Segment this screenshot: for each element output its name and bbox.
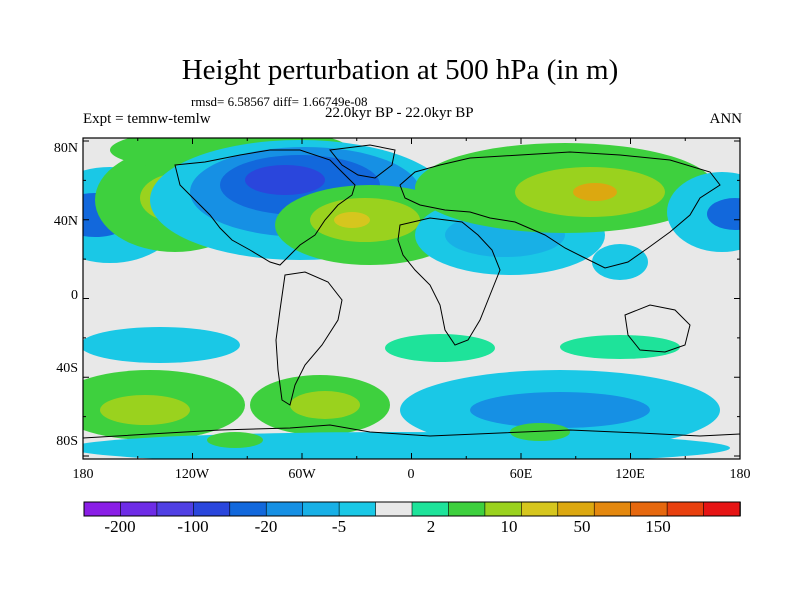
period-label: 22.0kyr BP - 22.0kyr BP xyxy=(325,105,474,121)
coastline-eurasia xyxy=(399,151,721,269)
lon-label-180w: 180 xyxy=(72,467,94,482)
lon-label-120w: 120W xyxy=(174,467,210,482)
lat-label-40s: 40S xyxy=(56,361,78,376)
colorbar-cell xyxy=(193,501,231,517)
colorbar-cell xyxy=(120,501,158,517)
coastlines xyxy=(83,144,740,439)
colorbar-frame xyxy=(83,501,741,517)
contour-yellowgreen-south-pacific xyxy=(100,395,190,425)
lat-label-80s: 80S xyxy=(56,434,78,449)
colorbar-label-8: 150 xyxy=(645,517,671,536)
colorbar-cell xyxy=(229,501,268,517)
colorbar-cell xyxy=(448,501,486,517)
lat-label-40n: 40N xyxy=(53,214,78,229)
lat-label-equator: 0 xyxy=(71,288,78,303)
season-label: ANN xyxy=(709,111,743,127)
colorbar-label-5: 2 xyxy=(426,517,436,536)
contour-teal-south-atlantic xyxy=(385,334,495,362)
coastline-south-america xyxy=(275,271,343,406)
coastline-antarctica xyxy=(83,424,740,439)
coastline-greenland xyxy=(329,144,396,179)
contour-teal-indian-ocean xyxy=(560,335,680,359)
coastline-australia xyxy=(624,304,691,353)
contour-cyan-east-pacific xyxy=(667,172,740,252)
coastline-africa xyxy=(397,217,501,346)
contour-blue-east-pacific xyxy=(707,198,740,230)
colorbar-cell xyxy=(666,501,705,517)
contour-green-antarctica-west xyxy=(207,432,263,448)
colorbar-cell xyxy=(521,501,559,517)
colorbar-label-1: -200 xyxy=(104,517,136,536)
colorbar-label-2: -100 xyxy=(177,517,209,536)
colorbar-cell xyxy=(630,501,668,517)
lon-label-0: 0 xyxy=(407,467,415,482)
contour-yellow-arctic-eurasia xyxy=(573,183,617,201)
coastline-north-america xyxy=(174,149,356,266)
colorbar-cell xyxy=(265,501,304,517)
experiment-label: Expt = temnw-temlw xyxy=(83,111,211,127)
axis-ticks xyxy=(82,138,741,459)
contour-green-antarctica-east xyxy=(510,423,570,441)
contour-cyan-east-asia xyxy=(592,244,648,280)
contour-midblue-southern-ocean xyxy=(470,392,650,428)
colorbar-label-3: -20 xyxy=(254,517,278,536)
colorbar-label-6: 10 xyxy=(500,517,518,536)
colorbar-cell xyxy=(484,501,523,517)
colorbar-cell xyxy=(302,501,340,517)
lon-label-60w: 60W xyxy=(288,467,316,482)
colorbar-cell xyxy=(703,501,741,517)
contour-yellow-north-atlantic xyxy=(334,212,370,228)
colorbar-cell xyxy=(156,501,195,517)
colorbar-cell xyxy=(593,501,632,517)
colorbar-label-4: -5 xyxy=(331,517,347,536)
colorbar-cell xyxy=(338,501,377,517)
lon-label-120e: 120E xyxy=(615,467,645,482)
colorbar-cell xyxy=(411,501,450,517)
stats-subtitle: rmsd= 6.58567 diff= 1.66749e-08 xyxy=(191,94,368,109)
lon-label-180e: 180 xyxy=(729,467,751,482)
colorbar-label-7: 50 xyxy=(573,517,591,536)
contour-cyan-south-pacific xyxy=(83,327,240,363)
colorbar-cell xyxy=(557,501,596,517)
lat-label-80n: 80N xyxy=(53,141,78,156)
lon-label-60e: 60E xyxy=(509,467,533,482)
colorbar-cell xyxy=(83,501,122,517)
contour-deepblue-north-america xyxy=(245,165,325,195)
contour-field xyxy=(83,138,740,459)
colorbar-cell xyxy=(375,501,413,517)
page-title: Height perturbation at 500 hPa (in m) xyxy=(181,54,619,86)
contour-yellowgreen-south-america xyxy=(290,391,360,419)
